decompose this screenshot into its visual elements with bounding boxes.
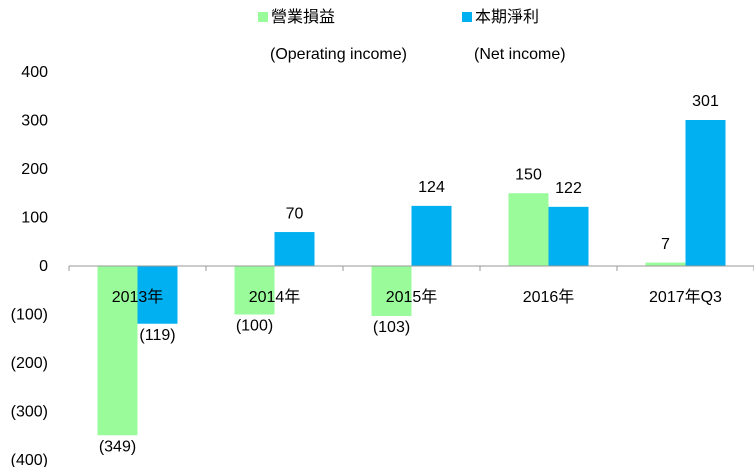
value-label: 122 — [555, 180, 582, 197]
bar — [137, 266, 178, 324]
value-label: (119) — [139, 327, 175, 344]
y-tick-label: (400) — [11, 452, 48, 467]
legend-label-en: (Operating income) — [270, 46, 407, 63]
y-tick-label: 300 — [21, 113, 48, 130]
value-label: (349) — [99, 438, 136, 455]
value-label: (103) — [373, 319, 410, 336]
y-tick-label: 0 — [39, 258, 48, 275]
x-tick-label: 2014年 — [249, 288, 301, 306]
x-tick-label: 2016年 — [523, 288, 575, 306]
bar — [234, 266, 275, 315]
value-label: 124 — [418, 179, 445, 196]
y-tick-label: (300) — [11, 404, 48, 421]
x-tick-label: 2015年 — [386, 288, 438, 306]
bar — [97, 266, 138, 436]
bar — [274, 232, 315, 266]
y-tick-label: 400 — [21, 64, 48, 81]
y-tick-label: (200) — [11, 355, 48, 372]
legend-label-en: (Net income) — [474, 46, 566, 63]
y-tick-label: 200 — [21, 161, 48, 178]
x-tick-label: 2013年 — [112, 288, 164, 306]
legend-label: 本期淨利 — [475, 8, 539, 26]
value-label: 70 — [286, 205, 304, 222]
bar — [508, 193, 549, 266]
value-label: 7 — [661, 236, 670, 253]
bar — [411, 205, 452, 266]
bar — [548, 206, 589, 266]
y-tick-label: 100 — [21, 210, 48, 227]
y-tick-label: (100) — [11, 307, 48, 324]
x-tick-label: 2017年Q3 — [649, 288, 722, 306]
bar — [685, 120, 726, 266]
legend-label: 營業損益 — [271, 8, 335, 26]
bar — [371, 266, 412, 316]
value-label: 150 — [515, 166, 542, 183]
legend-swatch — [258, 12, 268, 22]
value-label: 301 — [692, 93, 719, 110]
legend-swatch — [462, 12, 472, 22]
value-label: (100) — [236, 318, 273, 335]
bar — [645, 262, 686, 266]
